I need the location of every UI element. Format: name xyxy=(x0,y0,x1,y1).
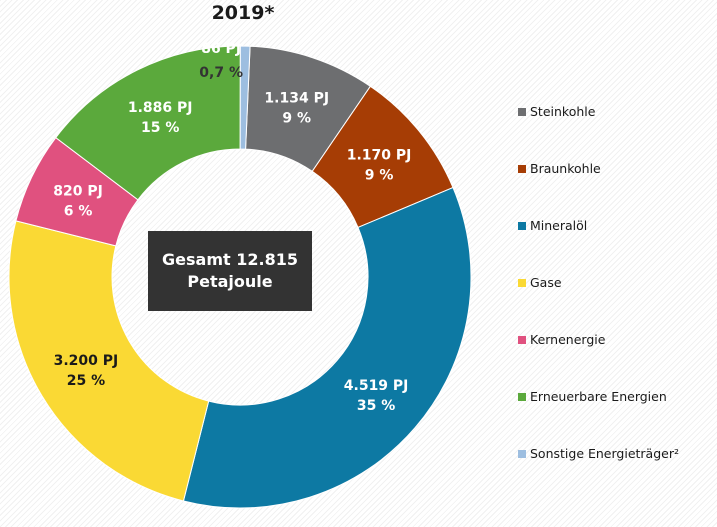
donut-slice-3 xyxy=(8,220,210,502)
legend-item: Braunkohle xyxy=(518,161,601,176)
legend-swatch xyxy=(518,221,526,230)
slice-percent-label-6: 0,7 % xyxy=(199,65,243,81)
slice-percent-label-4: 6 % xyxy=(64,203,93,219)
legend-swatch xyxy=(518,335,526,344)
legend-label: Kernenergie xyxy=(530,332,606,347)
slice-value-label-3: 3.200 PJ xyxy=(54,353,119,369)
legend-item: Erneuerbare Energien xyxy=(518,389,667,404)
slice-value-label-4: 820 PJ xyxy=(53,183,103,199)
slice-value-label-0: 1.134 PJ xyxy=(264,91,329,107)
center-label-unit: Petajoule xyxy=(187,272,273,291)
slice-value-label-1: 1.170 PJ xyxy=(347,148,412,164)
legend-item: Mineralöl xyxy=(518,218,587,233)
legend-swatch xyxy=(518,107,526,116)
legend-item: Gase xyxy=(518,275,562,290)
donut-slice-6 xyxy=(239,45,251,150)
slice-value-label-2: 4.519 PJ xyxy=(344,378,409,394)
legend-swatch xyxy=(518,392,526,401)
chart-title: 2019* xyxy=(211,2,275,24)
legend-item: Kernenergie xyxy=(518,332,605,347)
legend-swatch xyxy=(518,449,526,458)
legend-label: Erneuerbare Energien xyxy=(530,389,667,404)
donut-slice-2 xyxy=(182,186,472,509)
legend-label: Gase xyxy=(530,275,562,290)
legend-swatch xyxy=(518,164,526,173)
slice-percent-label-2: 35 % xyxy=(357,398,395,414)
legend-item: Steinkohle xyxy=(518,104,595,119)
slice-percent-label-0: 9 % xyxy=(282,111,311,127)
center-label-total: Gesamt 12.815 xyxy=(162,250,298,269)
legend-label: Braunkohle xyxy=(530,161,601,176)
slice-percent-label-1: 9 % xyxy=(365,168,394,184)
legend-swatch xyxy=(518,278,526,287)
slice-value-label-6: 86 PJ xyxy=(201,41,241,57)
slice-percent-label-3: 25 % xyxy=(67,373,105,389)
slice-percent-label-5: 15 % xyxy=(141,120,179,136)
legend-label: Sonstige Energieträger² xyxy=(530,446,679,461)
legend-label: Steinkohle xyxy=(530,104,596,119)
legend-label: Mineralöl xyxy=(530,218,588,233)
legend-item: Sonstige Energieträger² xyxy=(518,446,679,461)
center-label-box: Gesamt 12.815 Petajoule xyxy=(148,231,312,311)
slice-value-label-5: 1.886 PJ xyxy=(128,100,193,116)
